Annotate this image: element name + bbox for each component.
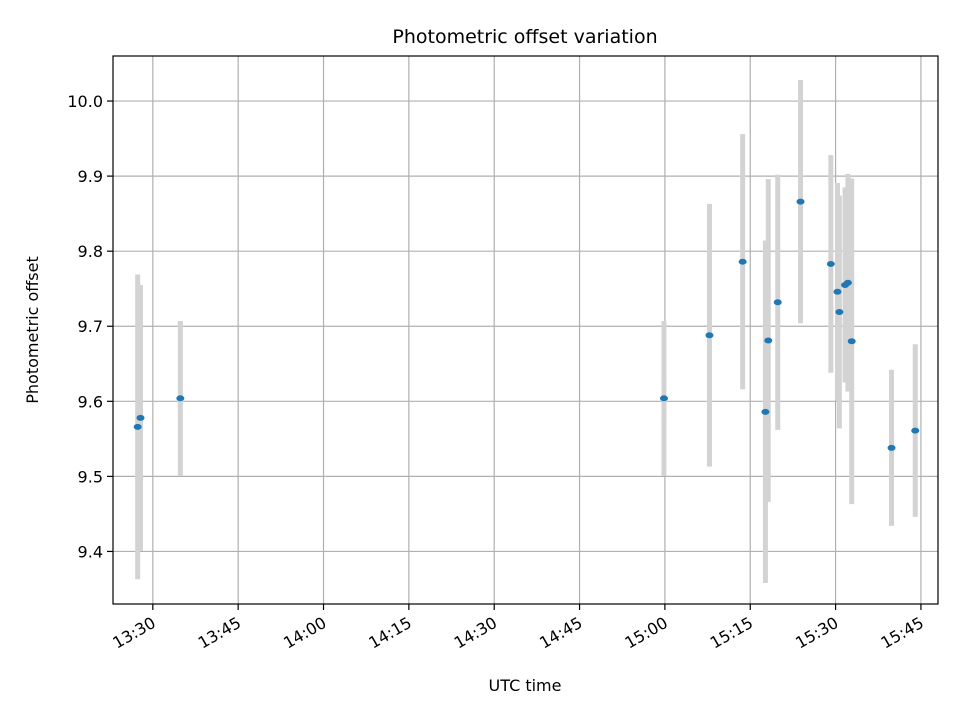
y-tick-label: 9.4 <box>78 542 103 561</box>
y-tick-label: 9.6 <box>78 392 103 411</box>
x-axis-label: UTC time <box>489 676 562 695</box>
data-point <box>133 423 142 430</box>
data-point <box>887 444 896 451</box>
data-point <box>764 337 773 344</box>
data-point <box>796 198 805 205</box>
y-axis-label: Photometric offset <box>23 256 42 404</box>
data-point <box>176 395 185 402</box>
data-point <box>738 258 747 265</box>
y-axis-ticks: 9.4 9.5 9.6 9.7 9.8 9.9 10.0 <box>67 92 113 561</box>
data-point <box>761 408 770 415</box>
data-point <box>833 288 842 295</box>
chart-title: Photometric offset variation <box>392 26 657 48</box>
data-point <box>136 414 145 421</box>
data-point <box>847 338 856 345</box>
y-tick-label: 9.7 <box>78 317 103 336</box>
data-point <box>911 427 920 434</box>
y-tick-label: 9.8 <box>78 242 103 261</box>
y-tick-label: 10.0 <box>67 92 103 111</box>
data-point <box>835 308 844 315</box>
data-point <box>843 279 852 286</box>
data-point <box>773 299 782 306</box>
y-tick-label: 9.9 <box>78 167 103 186</box>
plot-frame <box>112 55 939 605</box>
grid <box>113 56 938 604</box>
data-point <box>659 395 668 402</box>
y-tick-label: 9.5 <box>78 467 103 486</box>
data-markers <box>133 198 920 451</box>
data-point <box>826 260 835 267</box>
data-point <box>705 332 714 339</box>
